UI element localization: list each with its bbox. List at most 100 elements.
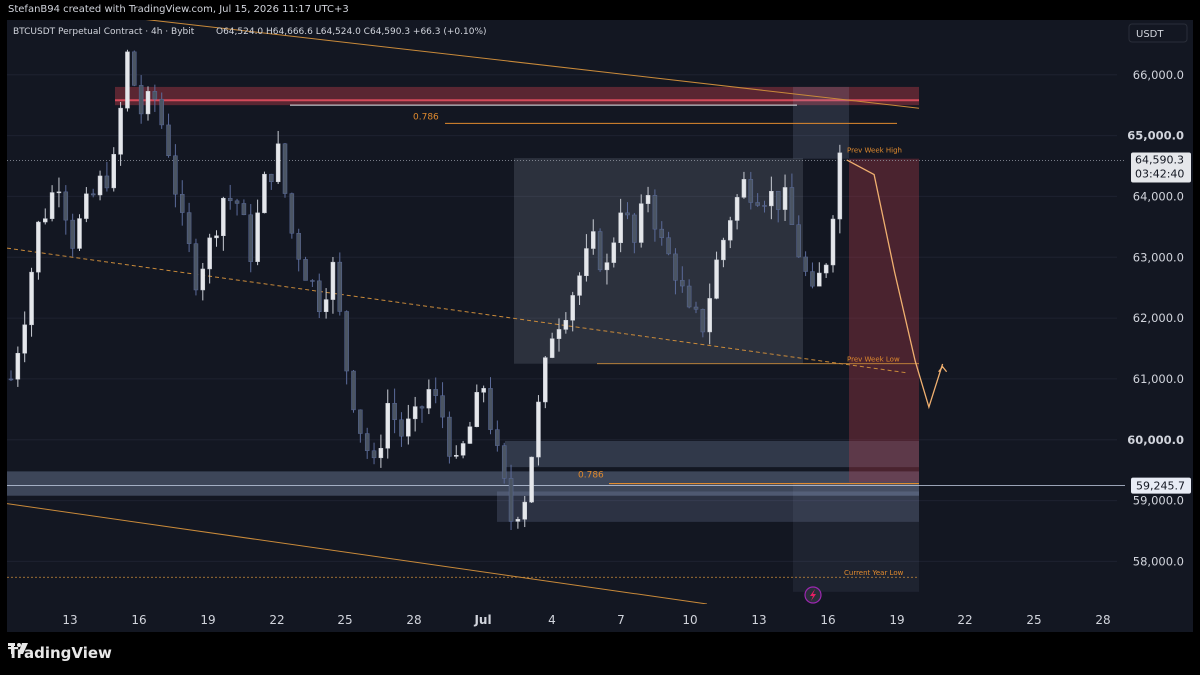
candle-body[interactable] — [56, 191, 62, 194]
candle-body[interactable] — [364, 433, 370, 451]
candle-body[interactable] — [152, 91, 158, 100]
candle-body[interactable] — [686, 285, 692, 308]
candle-body[interactable] — [36, 221, 41, 273]
candle-body[interactable] — [173, 155, 178, 195]
candle-body[interactable] — [563, 319, 569, 330]
x-axis[interactable]: 13 16 19 22 25 28 Jul 4 7 10 13 16 19 22 25 28 — [7, 604, 1193, 632]
candle-body[interactable] — [248, 214, 253, 262]
candle-body[interactable] — [522, 501, 527, 520]
candle-body[interactable] — [474, 392, 480, 427]
candle-body[interactable] — [138, 85, 144, 115]
candle-body[interactable] — [22, 324, 27, 354]
candle-body[interactable] — [508, 478, 514, 522]
candle-body[interactable] — [556, 329, 562, 339]
candle-body[interactable] — [227, 197, 233, 202]
candle-body[interactable] — [577, 275, 582, 296]
candle-body[interactable] — [714, 259, 719, 299]
candle-body[interactable] — [406, 418, 411, 437]
candle-body[interactable] — [84, 193, 89, 219]
lightning-icon[interactable] — [804, 586, 822, 604]
candle-body[interactable] — [501, 445, 507, 479]
candle-body[interactable] — [330, 261, 336, 300]
candle-body[interactable] — [426, 389, 432, 409]
candle-body[interactable] — [673, 253, 678, 281]
candle-body[interactable] — [262, 173, 267, 214]
candle-body[interactable] — [111, 154, 116, 189]
candle-body[interactable] — [166, 124, 171, 157]
candle-body[interactable] — [584, 248, 589, 276]
candle-body[interactable] — [748, 179, 754, 203]
candle-body[interactable] — [700, 309, 706, 333]
candle-body[interactable] — [15, 352, 21, 380]
candle-body[interactable] — [412, 406, 418, 420]
candle-body[interactable] — [570, 295, 575, 321]
candle-body[interactable] — [837, 152, 843, 220]
candle-body[interactable] — [782, 187, 788, 210]
candle-body[interactable] — [29, 271, 34, 326]
candle-body[interactable] — [762, 205, 767, 207]
candle-body[interactable] — [680, 280, 685, 287]
candle-body[interactable] — [255, 212, 260, 262]
candle-body[interactable] — [77, 218, 82, 249]
candle-body[interactable] — [769, 190, 774, 207]
candle-body[interactable] — [659, 228, 664, 238]
candle-body[interactable] — [549, 338, 555, 358]
candle-body[interactable] — [125, 51, 130, 109]
candle-body[interactable] — [49, 192, 55, 219]
candle-body[interactable] — [63, 191, 69, 221]
candle-body[interactable] — [317, 280, 322, 312]
candle-body[interactable] — [378, 448, 384, 459]
y-axis[interactable]: USDT 66,000.0 65,000.0 64,000.0 63,000.0 62,… — [1127, 23, 1188, 568]
candle-body[interactable] — [419, 406, 425, 409]
candle-body[interactable] — [796, 224, 801, 258]
candle-body[interactable] — [741, 179, 747, 198]
candle-body[interactable] — [200, 268, 206, 291]
candle-body[interactable] — [159, 98, 164, 126]
candle-body[interactable] — [823, 264, 829, 274]
candle-body[interactable] — [351, 370, 356, 411]
candle-body[interactable] — [666, 237, 671, 255]
candle-body[interactable] — [693, 306, 699, 310]
candle-body[interactable] — [180, 194, 185, 213]
candle-body[interactable] — [358, 409, 363, 434]
candle-body[interactable] — [597, 231, 603, 271]
candle-body[interactable] — [707, 298, 712, 333]
candle-body[interactable] — [399, 419, 404, 437]
candle-body[interactable] — [310, 280, 315, 282]
candle-body[interactable] — [467, 426, 473, 444]
candle-body[interactable] — [638, 203, 644, 243]
candle-body[interactable] — [460, 443, 466, 456]
candle-body[interactable] — [221, 197, 226, 236]
price-chart[interactable]: 0.786 0.786 Prev Week High Prev Week Low… — [7, 20, 1193, 632]
candle-body[interactable] — [385, 403, 390, 449]
candles[interactable] — [8, 49, 843, 530]
candle-body[interactable] — [755, 202, 760, 206]
candle-body[interactable] — [488, 388, 493, 430]
candle-body[interactable] — [529, 456, 534, 503]
candle-body[interactable] — [728, 220, 733, 241]
candle-body[interactable] — [721, 239, 726, 261]
candle-body[interactable] — [90, 193, 96, 196]
candle-body[interactable] — [447, 416, 452, 457]
symbol-legend[interactable]: BTCUSDT Perpetual Contract · 4h · Bybit — [13, 27, 195, 37]
candle-body[interactable] — [515, 519, 521, 522]
candle-body[interactable] — [97, 175, 103, 196]
candle-body[interactable] — [104, 175, 110, 189]
candle-body[interactable] — [810, 271, 815, 287]
candle-body[interactable] — [604, 262, 610, 271]
candle-body[interactable] — [536, 401, 541, 458]
candle-body[interactable] — [344, 311, 349, 372]
candle-body[interactable] — [481, 388, 486, 393]
candle-body[interactable] — [591, 231, 596, 249]
candle-body[interactable] — [789, 187, 795, 225]
candle-body[interactable] — [652, 195, 658, 230]
candle-body[interactable] — [186, 212, 192, 244]
candle-body[interactable] — [145, 91, 151, 115]
candle-body[interactable] — [618, 212, 623, 244]
candle-body[interactable] — [241, 203, 247, 216]
candle-body[interactable] — [8, 378, 14, 381]
currency-badge[interactable] — [1128, 23, 1188, 43]
candle-body[interactable] — [433, 389, 438, 396]
candle-body[interactable] — [207, 237, 212, 270]
candle-body[interactable] — [234, 200, 240, 204]
